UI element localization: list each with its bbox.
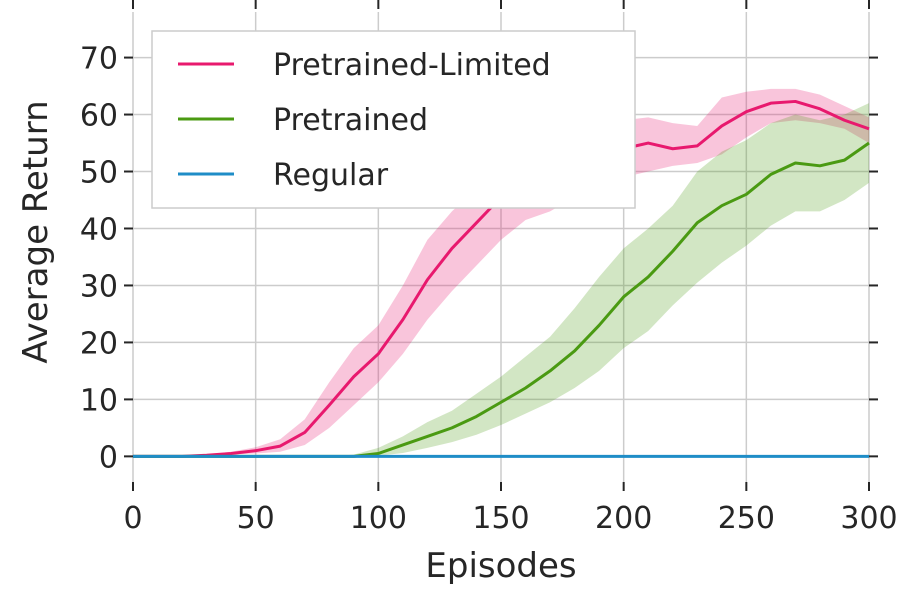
x-axis-label: Episodes <box>425 546 576 586</box>
legend: Pretrained-Limited Pretrained Regular <box>151 30 636 209</box>
legend-label-pretrained: Pretrained <box>273 103 428 138</box>
x-tick-label: 300 <box>840 501 897 536</box>
legend-label-pretrained-limited: Pretrained-Limited <box>273 48 551 83</box>
tick-labels: 0 50 100 150 200 250 300 0 10 20 30 40 50 60 70 <box>80 42 898 536</box>
y-tick-label: 20 <box>80 326 118 361</box>
x-tick-label: 250 <box>718 501 775 536</box>
y-tick-label: 30 <box>80 269 118 304</box>
x-tick-label: 0 <box>123 501 142 536</box>
x-tick-label: 150 <box>472 501 529 536</box>
axes <box>124 0 878 491</box>
y-tick-label: 10 <box>80 383 118 418</box>
x-tick-label: 100 <box>350 501 407 536</box>
y-tick-label: 70 <box>80 42 118 77</box>
y-tick-label: 40 <box>80 212 118 247</box>
legend-label-regular: Regular <box>273 158 389 193</box>
y-tick-label: 60 <box>80 99 118 134</box>
y-axis-label: Average Return <box>16 100 56 363</box>
confidence-bands <box>133 88 869 457</box>
x-tick-label: 200 <box>595 501 652 536</box>
band-pretrained <box>133 103 869 457</box>
x-tick-label: 50 <box>237 501 275 536</box>
y-tick-label: 50 <box>80 156 118 191</box>
y-tick-label: 0 <box>99 440 118 475</box>
